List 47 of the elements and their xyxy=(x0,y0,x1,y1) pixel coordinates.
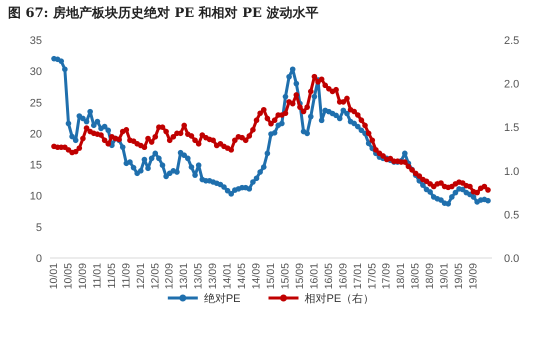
y2-tick-label: 0.0 xyxy=(504,253,520,265)
y-tick-label: 5 xyxy=(36,222,42,234)
legend-label: 绝对PE xyxy=(204,292,240,305)
x-tick-label: 15/01 xyxy=(265,262,277,290)
x-tick-label: 18/01 xyxy=(395,262,408,290)
y2-tick-label: 1.5 xyxy=(504,122,520,134)
y2-tick-label: 1.0 xyxy=(504,166,520,178)
x-tick-label: 19/01 xyxy=(438,262,451,290)
x-tick-label: 15/09 xyxy=(294,262,306,290)
x-tick-label: 12/09 xyxy=(164,262,176,290)
x-tick-label: 10/01 xyxy=(48,262,60,290)
x-tick-label: 17/01 xyxy=(352,262,364,290)
y-tick-label: 20 xyxy=(30,128,42,140)
y-tick-label: 10 xyxy=(30,190,42,203)
y-tick-label: 15 xyxy=(30,160,42,172)
x-tick-label: 13/05 xyxy=(192,262,205,290)
x-tick-label: 11/05 xyxy=(106,262,118,288)
x-tick-label: 18/05 xyxy=(410,262,422,290)
x-tick-label: 11/01 xyxy=(91,262,104,288)
x-tick-label: 16/05 xyxy=(322,262,335,290)
x-tick-label: 14/01 xyxy=(222,262,234,290)
x-tick-label: 19/05 xyxy=(453,262,466,290)
x-tick-label: 17/09 xyxy=(380,262,393,290)
x-tick-label: 10/09 xyxy=(76,262,89,290)
y-tick-label: 25 xyxy=(30,97,42,110)
x-tick-label: 13/09 xyxy=(207,262,220,290)
x-tick-label: 10/05 xyxy=(62,262,74,290)
x-tick-label: 12/01 xyxy=(134,262,147,290)
x-tick-label: 12/05 xyxy=(149,262,162,290)
y2-tick-label: 2.5 xyxy=(504,35,520,47)
x-tick-label: 13/01 xyxy=(178,262,190,290)
x-tick-label: 18/09 xyxy=(424,262,436,290)
x-tick-label: 16/09 xyxy=(337,262,350,290)
x-tick-label: 14/09 xyxy=(250,262,263,290)
x-tick-label: 16/01 xyxy=(308,262,320,290)
y-tick-label: 0 xyxy=(36,253,42,265)
x-tick-label: 14/05 xyxy=(236,262,248,290)
x-tick-label: 15/05 xyxy=(279,262,292,290)
chart-title: 图 67: 房地产板块历史绝对 PE 和相对 PE 波动水平 xyxy=(8,5,318,21)
x-tick-label: 11/09 xyxy=(120,262,132,288)
x-tick-label: 17/05 xyxy=(366,262,378,290)
legend-label: 相对PE（右） xyxy=(304,292,374,305)
y2-tick-label: 0.5 xyxy=(504,209,520,222)
y2-tick-label: 2.0 xyxy=(504,78,520,91)
y-tick-label: 30 xyxy=(30,66,42,78)
x-tick-label: 19/09 xyxy=(468,262,480,290)
y-tick-label: 35 xyxy=(30,35,42,47)
